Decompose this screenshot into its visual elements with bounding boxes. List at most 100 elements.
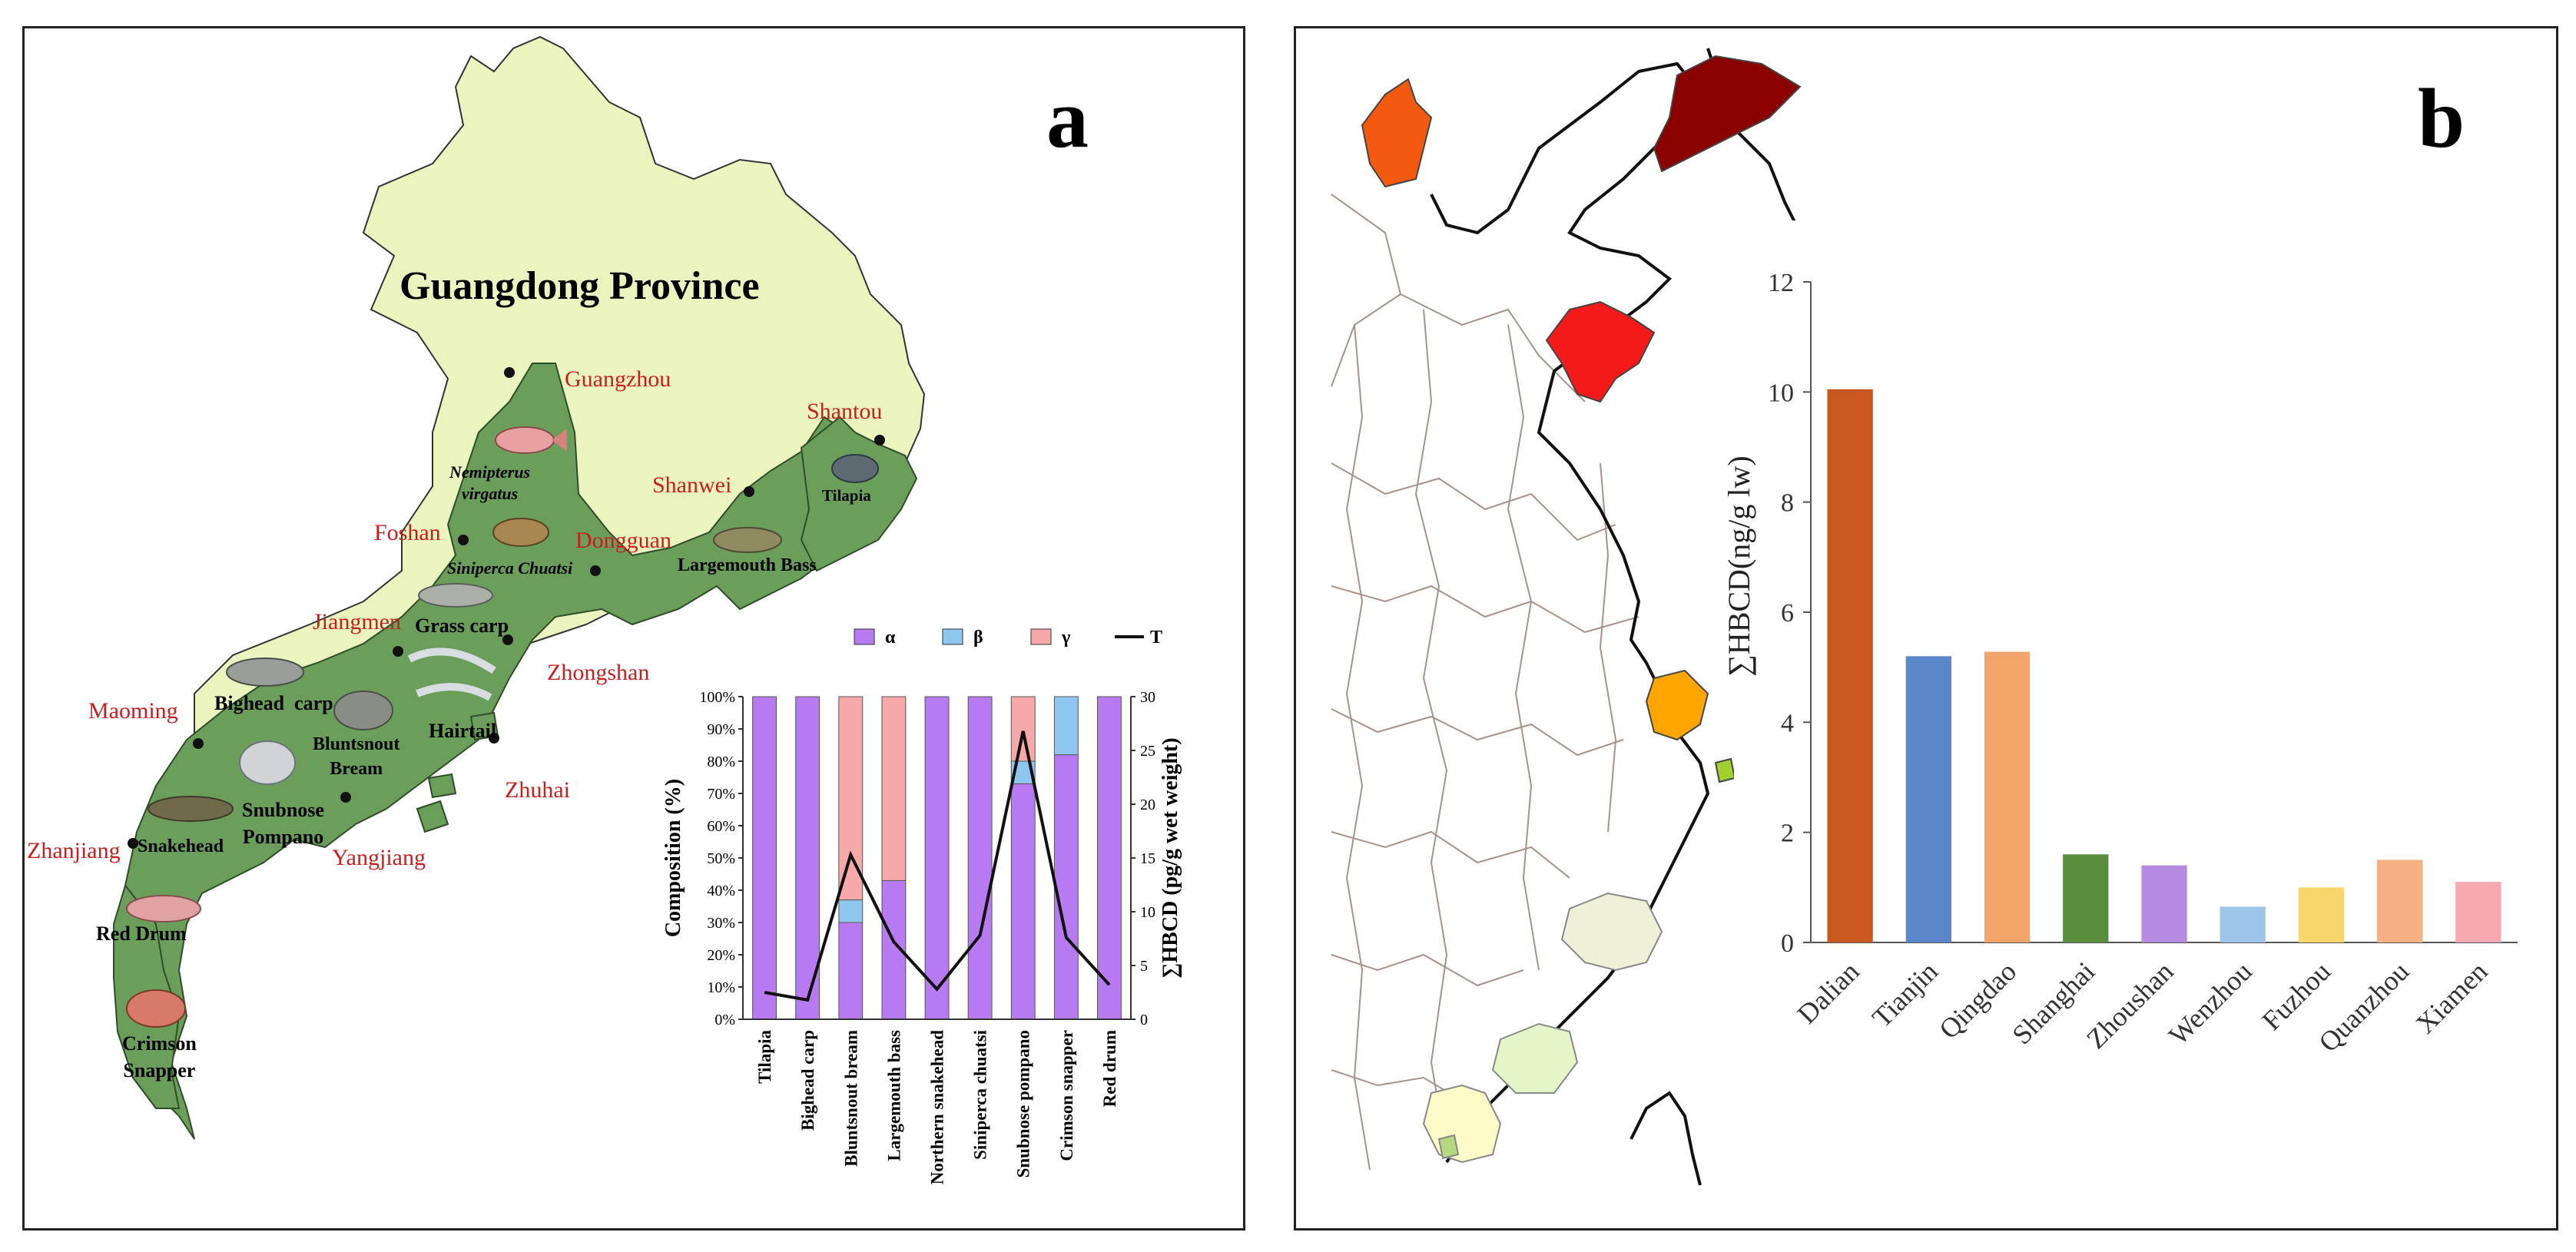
- bar-segment: [838, 696, 864, 901]
- total-hbcd-line: [764, 730, 1111, 1002]
- x-tick-label: Tilapia: [755, 1030, 774, 1084]
- province-outline: [1507, 324, 1540, 971]
- y-axis-title: Composition (%): [661, 779, 685, 937]
- y-tick-label: 0%: [714, 1012, 735, 1028]
- bar-segment: [795, 696, 821, 1020]
- bar-segment: [1010, 783, 1036, 1020]
- fish-label-red-drum: Red Drum: [96, 922, 187, 945]
- fish-label-siniperca: Siniperca Chuatsi: [447, 558, 573, 578]
- province-outline: [1345, 324, 1371, 1171]
- x-tick-label: Zhoushan: [2080, 956, 2180, 1055]
- legend-label: α: [885, 628, 896, 648]
- y-tick-label: 100%: [699, 689, 735, 706]
- bar: [1984, 651, 2031, 942]
- y2-tick-label: 15: [1140, 850, 1155, 867]
- x-tick-label: Snubnose pompano: [1014, 1030, 1033, 1177]
- x-tick-label: Wenzhou: [2163, 956, 2258, 1051]
- legend-swatch: [1030, 628, 1052, 645]
- fish-label-line: Bluntsnout: [313, 734, 400, 754]
- y2-tick-label: 10: [1140, 904, 1155, 921]
- y2-tick-label: 5: [1140, 958, 1148, 975]
- legend-label: β: [973, 628, 983, 648]
- y2-tick-label: 20: [1140, 797, 1155, 813]
- city-label-foshan: Foshan: [374, 520, 441, 545]
- fish-label-line: virgatus: [461, 483, 519, 503]
- island: [416, 800, 449, 833]
- legend-label: γ: [1061, 628, 1070, 648]
- x-tick-label: Dalian: [1792, 956, 1865, 1029]
- legend-label: T: [1150, 628, 1162, 648]
- bar-segment: [1053, 696, 1079, 756]
- province-outline: [1414, 309, 1448, 1155]
- x-tick-label: Red drum: [1100, 1030, 1119, 1107]
- y-tick-label: 40%: [707, 883, 735, 899]
- coastline: [1430, 61, 1710, 1164]
- bar-segment: [924, 696, 950, 1020]
- province-outline: [1331, 462, 1616, 542]
- bar-segment: [1053, 754, 1079, 1020]
- region-fuzhou: [1491, 1022, 1579, 1094]
- fish-label-line: Snubnose: [242, 799, 324, 821]
- x-tick-label: Bighead carp: [798, 1030, 817, 1131]
- region-tianjin: [1361, 78, 1433, 188]
- bar: [2220, 906, 2266, 942]
- fish-label-line: Bream: [330, 759, 383, 780]
- bar: [2298, 887, 2345, 942]
- y-tick-label: 10%: [707, 979, 735, 996]
- fish-label-largemouth: Largemouth Bass: [678, 555, 817, 575]
- y-tick-label: 60%: [707, 818, 735, 835]
- fish-label-line: Nemipterus: [449, 462, 531, 482]
- bar-segment: [838, 922, 864, 1020]
- region-wenzhou: [1560, 892, 1663, 972]
- coastline-taiwan: [1629, 1091, 1702, 1186]
- y-axis-title: ∑HBCD(ng/g lw): [1722, 455, 1756, 676]
- x-tick-label: Northern snakehead: [928, 1030, 947, 1184]
- city-label-jiangmen: Jiangmen: [313, 609, 401, 634]
- fish-label-line: Snapper: [123, 1059, 196, 1082]
- y-tick-label: 12: [1768, 269, 1794, 297]
- fish-label-snubnose: Snubnose Pompano: [242, 797, 324, 850]
- fish-label-crimson: Crimson Snapper: [122, 1030, 197, 1084]
- fish-label-hairtail: Hairtail: [429, 720, 497, 742]
- x-tick-label: Xiamen: [2410, 956, 2494, 1039]
- bar-segment: [752, 696, 777, 1020]
- city-label-shantou: Shantou: [807, 399, 883, 424]
- y2-tick-label: 25: [1140, 743, 1155, 760]
- city-label-zhanjiang: Zhanjiang: [27, 838, 121, 863]
- city-label-zhongshan: Zhongshan: [547, 660, 650, 685]
- city-label-guangzhou: Guangzhou: [565, 366, 671, 392]
- composition-chart: α β γ T Tilapia Bighead carp Bluntsnout bream L…: [661, 628, 1182, 1184]
- y-tick-label: 6: [1781, 599, 1794, 628]
- bar-segment: [1010, 696, 1036, 762]
- city-label-yangjiang: Yangjiang: [332, 845, 426, 870]
- fish-label-bighead: Bighead carp: [214, 692, 333, 714]
- legend-swatch: [854, 628, 875, 645]
- x-tick-label: Largemouth bass: [884, 1030, 903, 1161]
- fish-label-tilapia: Tilapia: [822, 486, 871, 505]
- bar: [2063, 854, 2109, 942]
- city-label-shanwei: Shanwei: [652, 472, 732, 498]
- y-tick-label: 70%: [707, 786, 735, 803]
- province-outline: [1331, 830, 1570, 879]
- fish-label-grass-carp: Grass carp: [415, 614, 509, 637]
- y-tick-label: 50%: [707, 850, 735, 867]
- region-xiamen: [1437, 1134, 1460, 1160]
- bar: [2377, 860, 2423, 942]
- bar-segment: [838, 899, 864, 923]
- fish-label-bluntsnout: Bluntsnout Bream: [313, 732, 399, 782]
- y-tick-label: 0: [1781, 929, 1794, 958]
- y-tick-label: 2: [1781, 820, 1794, 848]
- province-title: Guangdong Province: [399, 264, 760, 308]
- panel-b-label: b: [2418, 71, 2465, 165]
- province-outline: [1331, 194, 1402, 387]
- panel-a: a Guangdong Province Guangzhou Shantou S…: [22, 26, 1245, 1230]
- fish-label-nemipterus: Nemipterus virgatus: [449, 462, 530, 504]
- bar-segment: [1097, 696, 1122, 1020]
- y2-tick-label: 0: [1140, 1012, 1148, 1028]
- bar: [2455, 882, 2501, 942]
- x-tick-label: Bluntsnout bream: [841, 1030, 860, 1167]
- coastal-study-region-east: [800, 416, 918, 572]
- bar: [1827, 389, 1873, 942]
- y2-tick-label: 30: [1140, 689, 1155, 706]
- region-shanghai: [1645, 669, 1709, 741]
